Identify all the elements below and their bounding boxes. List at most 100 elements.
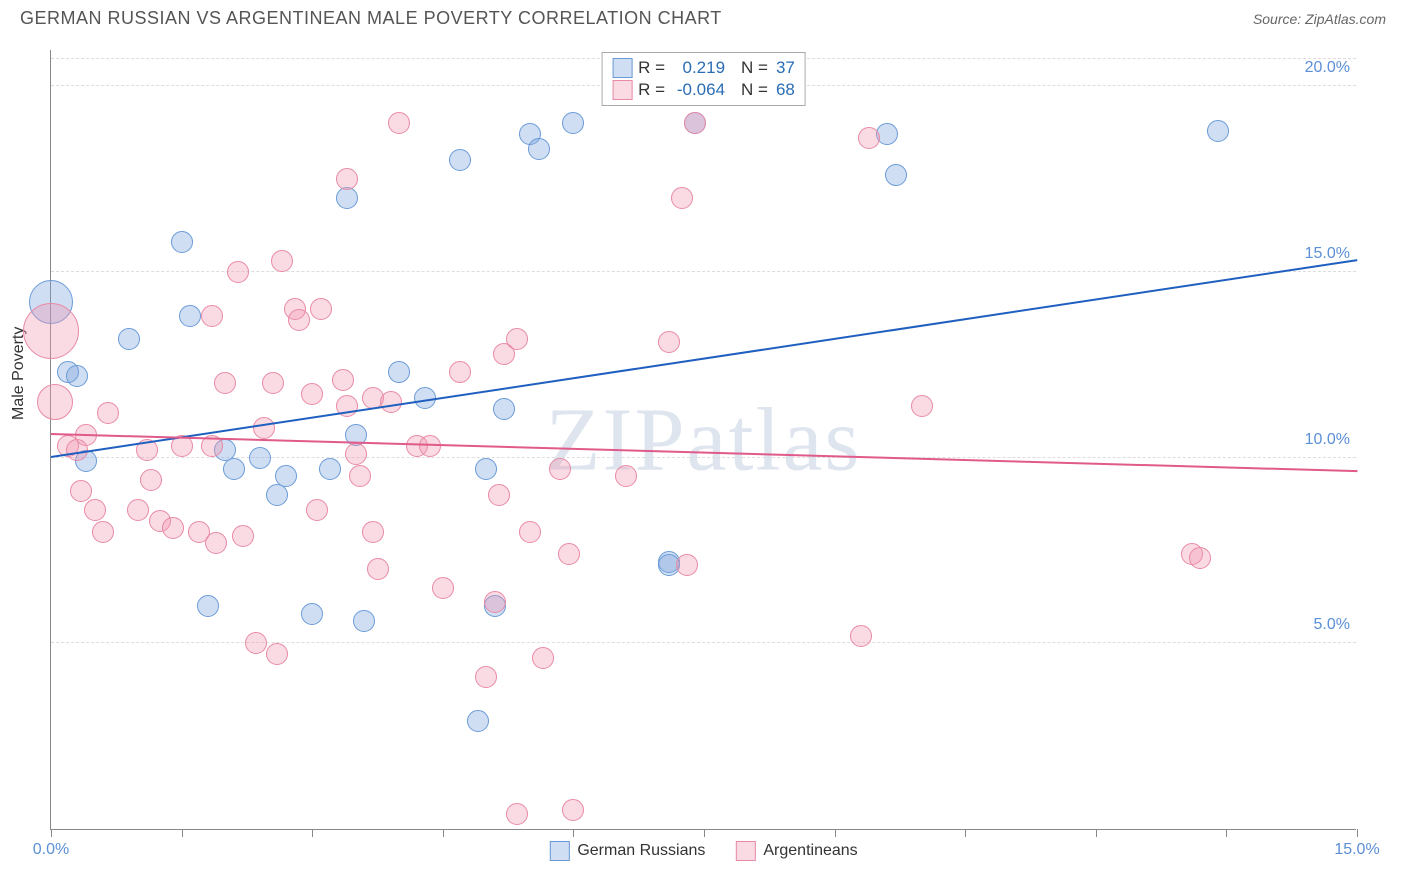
legend-stat-row: R = -0.064 N = 68: [612, 79, 795, 101]
data-point: [432, 577, 454, 599]
data-point: [171, 231, 193, 253]
data-point: [332, 369, 354, 391]
n-label: N =: [741, 80, 768, 100]
data-point: [449, 149, 471, 171]
n-value: 68: [776, 80, 795, 100]
legend-label: Argentineans: [763, 842, 857, 860]
x-tick: [573, 829, 574, 837]
data-point: [118, 328, 140, 350]
r-label: R =: [638, 80, 665, 100]
data-point: [388, 112, 410, 134]
data-point: [475, 666, 497, 688]
chart-source: Source: ZipAtlas.com: [1253, 11, 1386, 27]
data-point: [310, 298, 332, 320]
data-point: [223, 458, 245, 480]
data-point: [275, 465, 297, 487]
x-tick: [1226, 829, 1227, 837]
data-point: [671, 187, 693, 209]
data-point: [858, 127, 880, 149]
data-point: [380, 391, 402, 413]
data-point: [249, 447, 271, 469]
x-tick: [443, 829, 444, 837]
x-tick: [182, 829, 183, 837]
data-point: [349, 465, 371, 487]
x-tick: [51, 829, 52, 837]
r-label: R =: [638, 58, 665, 78]
data-point: [162, 517, 184, 539]
y-tick-label: 10.0%: [1305, 431, 1350, 449]
data-point: [205, 532, 227, 554]
chart-title: GERMAN RUSSIAN VS ARGENTINEAN MALE POVER…: [20, 8, 722, 29]
data-point: [253, 417, 275, 439]
data-point: [232, 525, 254, 547]
x-tick: [1096, 829, 1097, 837]
data-point: [684, 112, 706, 134]
data-point: [179, 305, 201, 327]
scatter-chart: ZIPatlas R =0.219N =37R =-0.064N =68 Ger…: [50, 50, 1356, 830]
data-point: [1189, 547, 1211, 569]
data-point: [519, 521, 541, 543]
data-point: [532, 647, 554, 669]
watermark-text: ZIPatlas: [546, 388, 862, 491]
legend-label: German Russians: [577, 842, 705, 860]
r-value: -0.064: [673, 80, 725, 100]
data-point: [336, 168, 358, 190]
r-value: 0.219: [673, 58, 725, 78]
data-point: [488, 484, 510, 506]
legend-stat-row: R = 0.219 N = 37: [612, 57, 795, 79]
data-point: [214, 372, 236, 394]
data-point: [885, 164, 907, 186]
data-point: [66, 365, 88, 387]
correlation-legend: R = 0.219 N = 37 R = -0.064 N = 68: [601, 52, 806, 106]
data-point: [475, 458, 497, 480]
data-point: [201, 305, 223, 327]
x-tick: [1357, 829, 1358, 837]
chart-header: GERMAN RUSSIAN VS ARGENTINEAN MALE POVER…: [0, 0, 1406, 33]
n-value: 37: [776, 58, 795, 78]
legend-swatch: [549, 841, 569, 861]
data-point: [528, 138, 550, 160]
n-label: N =: [741, 58, 768, 78]
data-point: [484, 591, 506, 613]
x-tick-label: 0.0%: [33, 841, 69, 859]
data-point: [493, 398, 515, 420]
x-tick: [704, 829, 705, 837]
legend-item: German Russians: [549, 841, 705, 861]
data-point: [345, 443, 367, 465]
data-point: [245, 632, 267, 654]
legend-swatch: [735, 841, 755, 861]
data-point: [419, 435, 441, 457]
legend-item: Argentineans: [735, 841, 857, 861]
data-point: [615, 465, 637, 487]
regression-line: [51, 259, 1357, 458]
data-point: [676, 554, 698, 576]
data-point: [367, 558, 389, 580]
data-point: [549, 458, 571, 480]
data-point: [301, 603, 323, 625]
data-point: [506, 328, 528, 350]
data-point: [562, 799, 584, 821]
data-point: [97, 402, 119, 424]
data-point: [127, 499, 149, 521]
y-tick-label: 20.0%: [1305, 59, 1350, 77]
data-point: [84, 499, 106, 521]
data-point: [658, 331, 680, 353]
data-point: [1207, 120, 1229, 142]
x-tick: [965, 829, 966, 837]
data-point: [850, 625, 872, 647]
gridline: [51, 457, 1356, 458]
data-point: [562, 112, 584, 134]
data-point: [37, 384, 73, 420]
data-point: [227, 261, 249, 283]
regression-line: [51, 433, 1357, 472]
y-tick-label: 5.0%: [1314, 616, 1350, 634]
data-point: [558, 543, 580, 565]
data-point: [911, 395, 933, 417]
data-point: [301, 383, 323, 405]
data-point: [362, 521, 384, 543]
data-point: [319, 458, 341, 480]
series-legend: German Russians Argentineans: [549, 841, 857, 861]
data-point: [506, 803, 528, 825]
data-point: [306, 499, 328, 521]
legend-swatch: [612, 80, 632, 100]
